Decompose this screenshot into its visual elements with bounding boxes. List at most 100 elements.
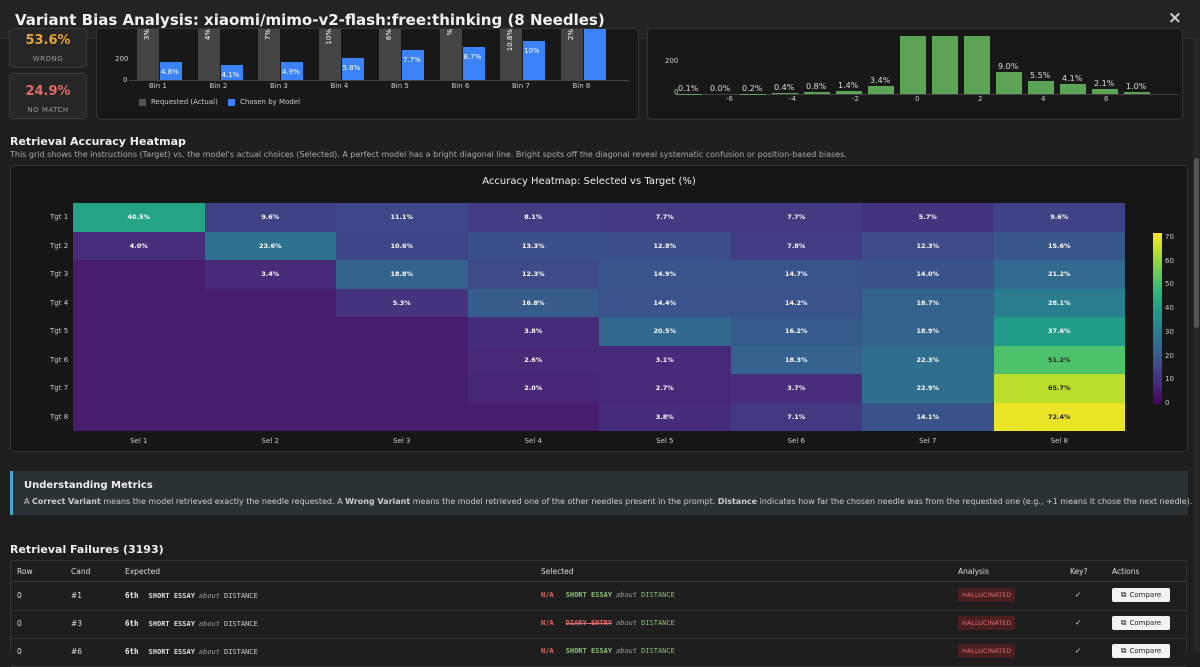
heatmap-cell[interactable] [468, 403, 600, 432]
heatmap-cell[interactable]: 51.2% [994, 346, 1126, 375]
heatmap-cell[interactable]: 23.6% [205, 232, 337, 261]
heatmap-cell[interactable]: 14.7% [731, 260, 863, 289]
heatmap-cell[interactable] [73, 317, 205, 346]
col-header-selected[interactable]: Selected [541, 567, 574, 576]
heatmap-cell[interactable] [205, 317, 337, 346]
heatmap-cell[interactable]: 7.7% [731, 203, 863, 232]
heatmap-cell[interactable] [205, 374, 337, 403]
compare-button[interactable]: ⧉Compare [1112, 616, 1170, 630]
heatmap-cell[interactable]: 7.7% [599, 203, 731, 232]
heatmap-cell[interactable]: 18.3% [731, 346, 863, 375]
chosen-bar-label: 10% [524, 47, 540, 55]
heatmap-cell[interactable]: 16.8% [468, 289, 600, 318]
heatmap-cell[interactable]: 72.4% [994, 403, 1126, 432]
heatmap-col-label: Sel 4 [493, 437, 573, 445]
compare-button[interactable]: ⧉Compare [1112, 644, 1170, 658]
heatmap-cell[interactable]: 9.6% [994, 203, 1126, 232]
col-header-cand[interactable]: Cand [71, 567, 90, 576]
heatmap-cell[interactable]: 18.8% [336, 260, 468, 289]
heatmap-cell[interactable]: 3.1% [599, 346, 731, 375]
heatmap-cell[interactable]: 14.0% [862, 260, 994, 289]
stat-label-no-match: NO MATCH [10, 106, 86, 114]
cell-cand: #3 [71, 619, 82, 628]
heatmap-cell[interactable]: 22.9% [862, 374, 994, 403]
heatmap-cell[interactable] [205, 289, 337, 318]
heatmap-cell[interactable]: 5.3% [336, 289, 468, 318]
legend-swatch [139, 99, 146, 106]
expected-about: about [199, 592, 220, 600]
expected-rank: 6th [125, 619, 139, 628]
x-axis-line [678, 94, 1178, 95]
heatmap-cell[interactable]: 16.2% [731, 317, 863, 346]
heatmap-cell[interactable]: 14.4% [599, 289, 731, 318]
heatmap-cell[interactable] [73, 346, 205, 375]
col-header-expected[interactable]: Expected [125, 567, 160, 576]
col-header-key[interactable]: Key? [1070, 567, 1088, 576]
heatmap-cell[interactable] [336, 317, 468, 346]
heatmap-cell[interactable]: 28.1% [994, 289, 1126, 318]
heatmap-cell[interactable]: 18.7% [862, 289, 994, 318]
heatmap-cell[interactable] [336, 403, 468, 432]
heatmap-cell[interactable] [336, 374, 468, 403]
heatmap-cell[interactable]: 12.3% [468, 260, 600, 289]
chosen-bar-label: 8.7% [464, 53, 482, 61]
heatmap-cell[interactable]: 37.6% [994, 317, 1126, 346]
heatmap-cell[interactable]: 11.1% [336, 203, 468, 232]
heatmap-cell[interactable] [205, 403, 337, 432]
heatmap-cell[interactable]: 65.7% [994, 374, 1126, 403]
heatmap-cell[interactable]: 3.8% [599, 403, 731, 432]
heatmap-cell[interactable]: 9.6% [205, 203, 337, 232]
heatmap-cell[interactable]: 5.7% [862, 203, 994, 232]
col-header-row[interactable]: Row [17, 567, 33, 576]
heatmap-cell[interactable]: 2.0% [468, 374, 600, 403]
heatmap-cell[interactable] [205, 346, 337, 375]
heatmap-cell[interactable]: 12.3% [862, 232, 994, 261]
heatmap-cell[interactable] [73, 374, 205, 403]
heatmap-cell[interactable] [73, 403, 205, 432]
heatmap-cell[interactable]: 4.0% [73, 232, 205, 261]
stat-label-wrong: WRONG [10, 55, 86, 63]
heatmap-cell[interactable]: 8.1% [468, 203, 600, 232]
failures-title: Retrieval Failures (3193) [10, 543, 164, 556]
heatmap-cell[interactable]: 10.6% [336, 232, 468, 261]
legend-label-chosen: Chosen by Model [240, 98, 300, 106]
heatmap-cell[interactable]: 3.4% [205, 260, 337, 289]
distance-bar [1060, 84, 1086, 94]
col-header-analysis[interactable]: Analysis [958, 567, 989, 576]
heatmap-cell[interactable] [73, 289, 205, 318]
heatmap-cell[interactable]: 21.2% [994, 260, 1126, 289]
heatmap-cell[interactable]: 22.3% [862, 346, 994, 375]
heatmap-cell[interactable]: 2.6% [468, 346, 600, 375]
heatmap-cell[interactable] [336, 346, 468, 375]
heatmap-cell[interactable]: 20.5% [599, 317, 731, 346]
heatmap-cell[interactable]: 3.8% [468, 317, 600, 346]
heatmap-cell[interactable]: 3.7% [731, 374, 863, 403]
metrics-info-box: Understanding Metrics A Correct Variant … [10, 471, 1188, 515]
heatmap-cell[interactable]: 18.9% [862, 317, 994, 346]
heatmap-cell[interactable]: 14.2% [731, 289, 863, 318]
heatmap-row-label: Tgt 4 [50, 299, 68, 307]
close-icon[interactable]: × [1168, 8, 1182, 28]
heatmap-cell[interactable]: 15.6% [994, 232, 1126, 261]
x-tick-label: Bin 5 [391, 82, 409, 90]
selected-about: about [616, 619, 637, 627]
compare-label: Compare [1129, 591, 1161, 599]
heatmap-cell[interactable]: 7.1% [731, 403, 863, 432]
selected-about: about [616, 647, 637, 655]
table-header: Row Cand Expected Selected Analysis Key?… [11, 561, 1186, 582]
heatmap-cell[interactable]: 7.8% [731, 232, 863, 261]
heatmap-cell[interactable]: 12.8% [599, 232, 731, 261]
scrollbar[interactable] [1193, 38, 1200, 653]
heatmap-cell[interactable] [73, 260, 205, 289]
heatmap-cell[interactable]: 2.7% [599, 374, 731, 403]
analysis-badge: HALLUCINATED [958, 644, 1015, 658]
heatmap-cell[interactable]: 14.9% [599, 260, 731, 289]
cell-cand: #1 [71, 591, 82, 600]
heatmap-cell[interactable]: 14.1% [862, 403, 994, 432]
heatmap-col-label: Sel 8 [1019, 437, 1099, 445]
scrollbar-thumb[interactable] [1194, 158, 1199, 328]
heatmap-cell[interactable]: 13.3% [468, 232, 600, 261]
compare-button[interactable]: ⧉Compare [1112, 588, 1170, 602]
heatmap-cell[interactable]: 40.5% [73, 203, 205, 232]
col-header-actions[interactable]: Actions [1112, 567, 1139, 576]
